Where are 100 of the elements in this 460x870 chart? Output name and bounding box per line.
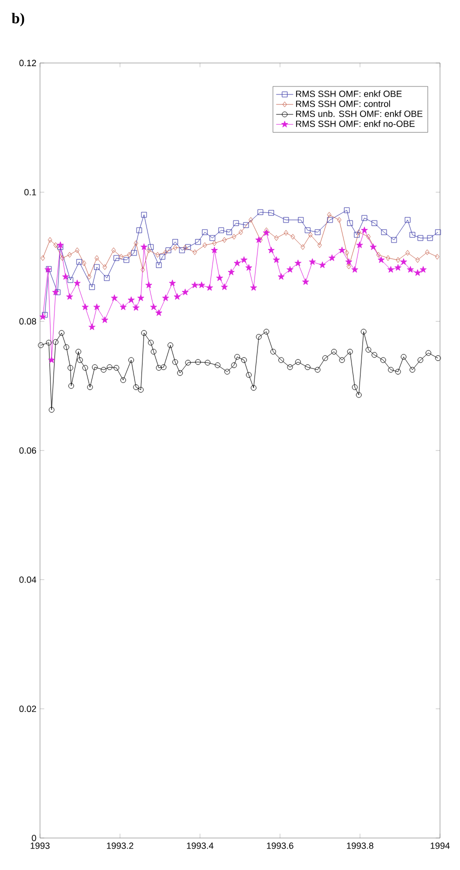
point	[283, 217, 289, 223]
point	[354, 232, 360, 238]
point	[243, 222, 249, 228]
legend-label: RMS unb. SSH OMF: enkf OBE	[296, 110, 422, 117]
point	[132, 304, 140, 311]
point	[404, 217, 410, 223]
point	[294, 260, 302, 266]
point	[328, 254, 336, 262]
point	[202, 242, 207, 248]
point	[300, 244, 305, 250]
chart-title: b)	[12, 12, 24, 26]
point	[240, 256, 248, 263]
x-tick-label: 1993.8	[346, 842, 374, 849]
point	[278, 273, 285, 280]
point	[234, 260, 241, 266]
point	[406, 266, 414, 273]
point	[89, 284, 95, 290]
point	[308, 258, 316, 265]
y-tick-label: 0.02	[19, 706, 36, 712]
point	[400, 258, 408, 265]
point	[228, 268, 235, 276]
point	[168, 280, 176, 286]
point	[370, 243, 377, 250]
y-tick-label: 0.08	[19, 318, 36, 325]
point	[245, 264, 252, 271]
x-tick-label: 1993.6	[266, 842, 294, 849]
point	[198, 282, 206, 288]
point	[327, 217, 333, 223]
point	[111, 247, 116, 254]
point	[222, 237, 227, 243]
point	[415, 257, 420, 263]
y-tick-label: 0.1	[24, 188, 36, 196]
point	[210, 235, 216, 241]
point	[155, 252, 160, 258]
x-tick-label: 1993.4	[186, 842, 214, 849]
point	[66, 293, 74, 300]
point	[114, 255, 120, 261]
point	[54, 289, 60, 296]
point	[233, 220, 239, 226]
point	[162, 294, 170, 302]
point	[302, 278, 310, 285]
point	[391, 237, 397, 243]
point	[344, 250, 349, 256]
point	[88, 324, 96, 330]
point	[74, 280, 81, 286]
point	[308, 232, 313, 238]
point	[226, 229, 232, 236]
point	[274, 235, 279, 241]
point	[42, 312, 48, 318]
point	[212, 240, 217, 246]
x-tick-label: 1994	[430, 842, 450, 849]
point	[39, 313, 46, 320]
point	[52, 288, 60, 296]
point	[298, 217, 304, 223]
point	[150, 304, 158, 310]
point	[387, 266, 394, 273]
point	[344, 207, 350, 214]
point	[76, 259, 82, 265]
x-tick-label: 1993.2	[106, 842, 134, 849]
point	[104, 275, 110, 281]
point	[272, 256, 280, 263]
point	[82, 304, 89, 310]
point	[337, 217, 342, 223]
point	[182, 288, 189, 296]
point	[232, 234, 236, 240]
point	[268, 210, 274, 216]
point	[435, 229, 441, 236]
point	[53, 242, 58, 248]
point	[137, 294, 144, 302]
point	[174, 293, 181, 300]
point	[338, 246, 346, 254]
point	[156, 262, 162, 268]
point	[381, 229, 387, 236]
y-tick-label: 0.04	[19, 576, 36, 583]
legend-label: RMS SSH OMF: enkf no-OBE	[296, 120, 415, 127]
point	[394, 264, 402, 271]
y-tick-label: 0.06	[19, 447, 36, 454]
point	[94, 255, 99, 261]
point	[191, 282, 198, 288]
point	[396, 257, 400, 263]
point	[216, 274, 224, 282]
point	[418, 235, 424, 241]
point	[405, 250, 410, 256]
point	[250, 284, 258, 291]
legend-label: RMS SSH OMF: control	[296, 100, 390, 107]
point	[347, 220, 353, 226]
point	[120, 304, 127, 310]
point	[317, 242, 322, 248]
point	[220, 283, 228, 290]
point	[48, 237, 52, 243]
point	[131, 250, 137, 256]
point	[58, 244, 64, 250]
point	[124, 257, 130, 263]
point	[345, 258, 352, 265]
point	[160, 254, 166, 260]
point	[101, 316, 108, 324]
point	[48, 356, 56, 364]
point	[94, 264, 100, 270]
point	[356, 242, 364, 248]
point	[136, 227, 142, 234]
